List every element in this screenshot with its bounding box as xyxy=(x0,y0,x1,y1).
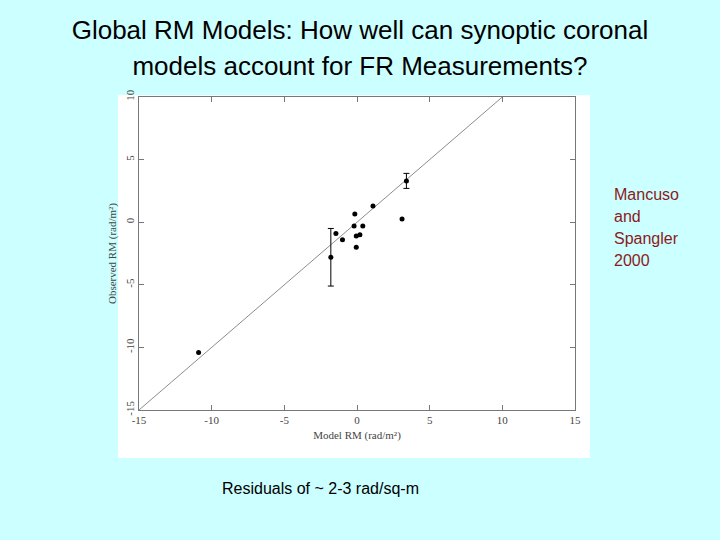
html-text:Global RM Models: How well can: Global RM Models: How well can synoptic … xyxy=(71,15,649,45)
html-text:Mancuso: Mancuso xyxy=(614,186,679,203)
svg-text:Observed RM (rad/m²): Observed RM (rad/m²) xyxy=(106,203,119,304)
html-text:and: and xyxy=(614,208,641,225)
svg-text:-5: -5 xyxy=(124,278,136,288)
svg-text:0: 0 xyxy=(124,217,136,223)
svg-text:0: 0 xyxy=(354,414,360,426)
svg-text:10: 10 xyxy=(124,89,136,101)
html-text:models account for FR Measurem: models account for FR Measurements? xyxy=(132,51,588,81)
html-text:Residuals of ~ 2-3 rad/sq-m: Residuals of ~ 2-3 rad/sq-m xyxy=(222,480,419,497)
svg-text:15: 15 xyxy=(570,414,582,426)
svg-text:-5: -5 xyxy=(280,414,290,426)
svg-text:10: 10 xyxy=(497,414,509,426)
svg-text:5: 5 xyxy=(124,155,136,161)
html-text:2000: 2000 xyxy=(614,252,650,269)
svg-text:-15: -15 xyxy=(132,414,147,426)
html-text:Spangler: Spangler xyxy=(614,230,678,247)
svg-text:5: 5 xyxy=(427,414,433,426)
svg-text:-15: -15 xyxy=(124,401,136,416)
svg-text:-10: -10 xyxy=(124,338,136,353)
svg-text:Model RM (rad/m²): Model RM (rad/m²) xyxy=(313,429,401,442)
svg-text:-10: -10 xyxy=(204,414,219,426)
